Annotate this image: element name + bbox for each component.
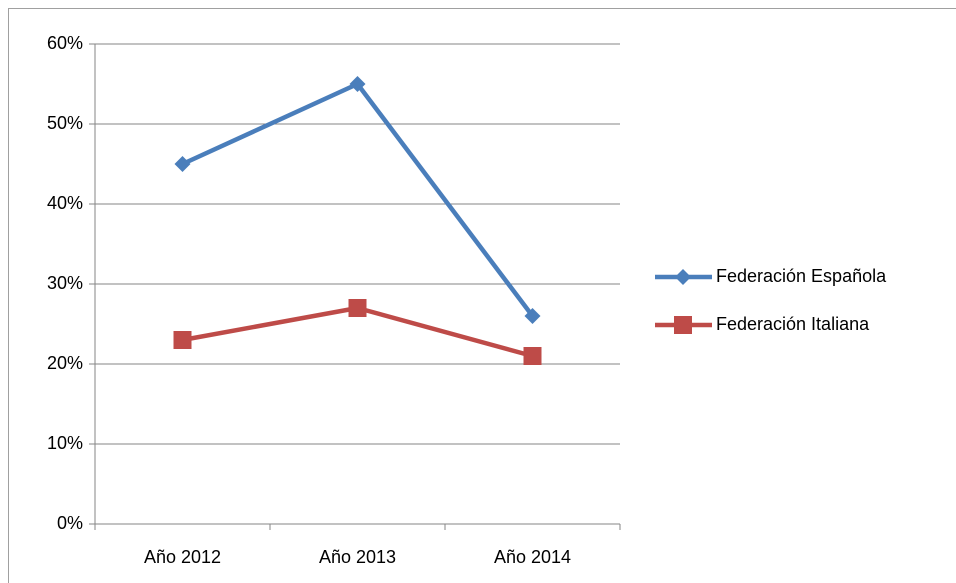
- data-point: [174, 156, 191, 172]
- legend-label: Federación Española: [716, 266, 887, 286]
- data-point: [173, 331, 192, 349]
- x-tick-label: Año 2012: [144, 547, 221, 567]
- legend-marker: [675, 269, 691, 285]
- y-tick-label: 0%: [57, 513, 83, 533]
- y-tick-label: 40%: [47, 193, 83, 213]
- series-line: [181, 81, 535, 318]
- y-tick-label: 50%: [47, 113, 83, 133]
- x-tick-label: Año 2014: [494, 547, 571, 567]
- x-tick-label: Año 2013: [319, 547, 396, 567]
- data-point: [523, 347, 542, 365]
- y-tick-label: 60%: [47, 33, 83, 53]
- data-point: [349, 76, 366, 92]
- y-tick-label: 10%: [47, 433, 83, 453]
- y-tick-label: 30%: [47, 273, 83, 293]
- legend-label: Federación Italiana: [716, 314, 870, 334]
- data-point: [524, 308, 541, 324]
- chart-border: [8, 8, 956, 583]
- data-point: [348, 299, 367, 317]
- y-tick-label: 20%: [47, 353, 83, 373]
- legend-marker: [674, 316, 692, 334]
